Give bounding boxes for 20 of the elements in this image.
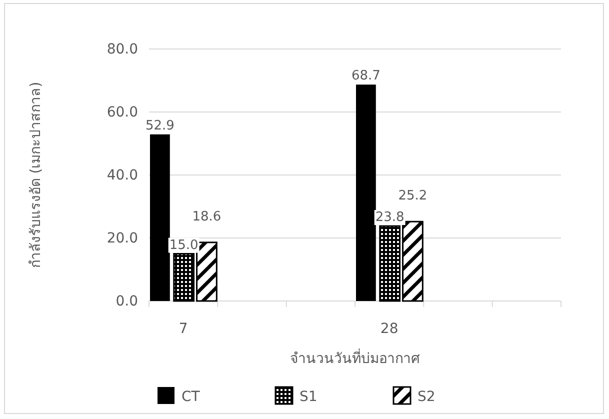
y-tick-label: 80.0 — [106, 41, 138, 58]
data-label: 18.6 — [192, 209, 222, 224]
x-tick-label: 7 — [178, 320, 188, 337]
data-label: 68.7 — [351, 68, 380, 84]
legend-label: S2 — [418, 389, 436, 405]
data-label: 23.8 — [375, 210, 404, 226]
legend-label: S1 — [300, 389, 318, 405]
y-tick-label: 20.0 — [106, 230, 138, 246]
bar — [150, 134, 170, 301]
legend-label: CT — [182, 389, 200, 405]
x-axis-title: จำนวนวันที่บ่มอากาศ — [290, 349, 420, 367]
y-tick-label: 0.0 — [116, 293, 138, 310]
data-label: 52.9 — [145, 118, 174, 134]
y-tick-label: 40.0 — [106, 167, 138, 184]
y-axis-title: กำลังรับแรงอัด (เมกะปาสกาล) — [28, 82, 44, 268]
x-tick-label: 28 — [380, 320, 398, 337]
bar — [356, 84, 376, 301]
data-label: 25.2 — [398, 188, 428, 204]
data-label: 15.0 — [169, 238, 198, 253]
y-tick-label: 60.0 — [106, 104, 138, 120]
